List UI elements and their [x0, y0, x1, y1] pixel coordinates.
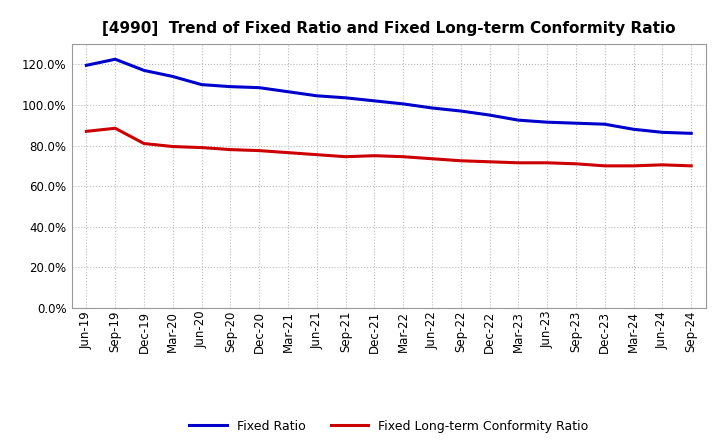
Fixed Ratio: [341, 95, 350, 100]
Fixed Ratio: [543, 120, 552, 125]
Fixed Ratio: [226, 84, 235, 89]
Fixed Long-term Conformity Ratio: [226, 147, 235, 152]
Fixed Long-term Conformity Ratio: [658, 162, 667, 168]
Fixed Ratio: [629, 127, 638, 132]
Fixed Long-term Conformity Ratio: [543, 160, 552, 165]
Title: [4990]  Trend of Fixed Ratio and Fixed Long-term Conformity Ratio: [4990] Trend of Fixed Ratio and Fixed Lo…: [102, 21, 675, 36]
Fixed Ratio: [399, 101, 408, 106]
Fixed Long-term Conformity Ratio: [111, 126, 120, 131]
Fixed Long-term Conformity Ratio: [341, 154, 350, 159]
Fixed Ratio: [168, 74, 177, 79]
Fixed Long-term Conformity Ratio: [399, 154, 408, 159]
Fixed Long-term Conformity Ratio: [485, 159, 494, 165]
Fixed Ratio: [514, 117, 523, 123]
Fixed Long-term Conformity Ratio: [370, 153, 379, 158]
Fixed Long-term Conformity Ratio: [572, 161, 580, 166]
Fixed Long-term Conformity Ratio: [600, 163, 609, 169]
Fixed Long-term Conformity Ratio: [629, 163, 638, 169]
Fixed Ratio: [312, 93, 321, 99]
Line: Fixed Ratio: Fixed Ratio: [86, 59, 691, 133]
Fixed Long-term Conformity Ratio: [284, 150, 292, 155]
Fixed Ratio: [600, 121, 609, 127]
Fixed Long-term Conformity Ratio: [456, 158, 465, 163]
Legend: Fixed Ratio, Fixed Long-term Conformity Ratio: Fixed Ratio, Fixed Long-term Conformity …: [184, 414, 593, 437]
Fixed Long-term Conformity Ratio: [514, 160, 523, 165]
Fixed Ratio: [82, 62, 91, 68]
Fixed Ratio: [456, 108, 465, 114]
Fixed Ratio: [687, 131, 696, 136]
Fixed Ratio: [370, 98, 379, 103]
Line: Fixed Long-term Conformity Ratio: Fixed Long-term Conformity Ratio: [86, 128, 691, 166]
Fixed Long-term Conformity Ratio: [140, 141, 148, 146]
Fixed Ratio: [428, 105, 436, 110]
Fixed Ratio: [197, 82, 206, 87]
Fixed Ratio: [140, 68, 148, 73]
Fixed Ratio: [572, 121, 580, 126]
Fixed Ratio: [111, 57, 120, 62]
Fixed Long-term Conformity Ratio: [197, 145, 206, 150]
Fixed Long-term Conformity Ratio: [82, 128, 91, 134]
Fixed Long-term Conformity Ratio: [312, 152, 321, 158]
Fixed Long-term Conformity Ratio: [168, 144, 177, 149]
Fixed Long-term Conformity Ratio: [687, 163, 696, 169]
Fixed Long-term Conformity Ratio: [255, 148, 264, 153]
Fixed Ratio: [658, 130, 667, 135]
Fixed Ratio: [255, 85, 264, 90]
Fixed Long-term Conformity Ratio: [428, 156, 436, 161]
Fixed Ratio: [485, 113, 494, 118]
Fixed Ratio: [284, 89, 292, 94]
